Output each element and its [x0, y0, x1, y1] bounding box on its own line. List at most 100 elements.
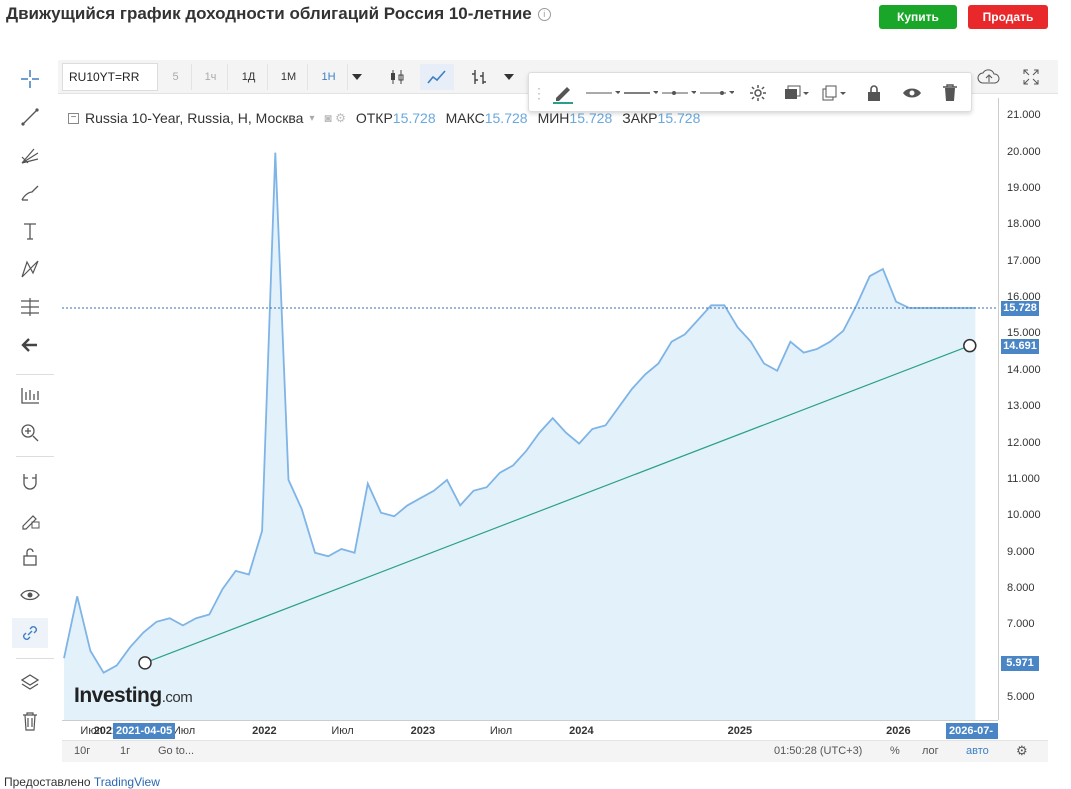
line-end-icon[interactable]	[697, 79, 735, 107]
price-tick: 19.000	[1007, 181, 1041, 194]
magnet-icon[interactable]	[12, 466, 48, 496]
price-label: 15.728	[1001, 300, 1039, 316]
line-start-icon[interactable]	[659, 79, 697, 107]
provided-by: Предоставлено TradingView	[4, 775, 160, 789]
time-tick: 2024	[569, 725, 594, 737]
legend-dropdown-icon[interactable]: ▾	[309, 112, 315, 124]
zoom-in-icon[interactable]	[12, 418, 48, 448]
price-tick: 18.000	[1007, 218, 1041, 231]
layers-icon[interactable]	[12, 668, 48, 698]
auto-toggle[interactable]: авто	[966, 745, 989, 757]
collapse-legend-icon[interactable]: −	[68, 112, 79, 124]
low-label: МИН	[537, 110, 570, 126]
trend-line-end-handle[interactable]	[963, 338, 977, 353]
price-tick: 16.000	[1007, 291, 1041, 304]
text-tool-icon[interactable]	[12, 216, 48, 246]
toolbar-divider	[16, 456, 54, 457]
percent-toggle[interactable]: %	[890, 745, 900, 757]
price-tick: 21.000	[1007, 109, 1041, 122]
timeframe-1d[interactable]: 1Д	[230, 64, 268, 90]
log-toggle[interactable]: лог	[922, 745, 939, 757]
page-title: Движущийся график доходности облигаций Р…	[6, 4, 551, 24]
crosshair-icon[interactable]	[12, 64, 48, 94]
logo-brand: Investing	[74, 684, 162, 707]
price-tick: 5.000	[1007, 691, 1035, 704]
range-10y-button[interactable]: 10г	[74, 745, 91, 757]
trash-icon[interactable]	[12, 706, 48, 736]
high-label: МАКС	[445, 110, 485, 126]
cloud-icon[interactable]	[972, 64, 1006, 90]
buy-button[interactable]: Купить	[879, 5, 957, 29]
chart-settings-icon[interactable]: ⚙	[1016, 743, 1028, 758]
toolbar-divider	[16, 374, 54, 375]
back-arrow-icon[interactable]	[12, 330, 48, 360]
close-label: ЗАКР	[622, 110, 658, 126]
price-tick: 13.000	[1007, 400, 1041, 413]
close-value: 15.728	[657, 110, 701, 126]
investing-logo: Investing.com	[74, 684, 193, 708]
time-axis[interactable]: Июл 2021 Июл 2022 Июл 2023 Июл 2024 2025 2026 2021…	[62, 720, 998, 753]
drag-handle-icon[interactable]: ⋮	[532, 84, 546, 101]
info-icon[interactable]: i	[537, 8, 551, 21]
chart-plot[interactable]	[62, 98, 998, 720]
candles-icon[interactable]	[380, 64, 414, 90]
range-1y-button[interactable]: 1г	[120, 745, 131, 757]
chart-legend: − Russia 10-Year, Russia, H, Москва ▾ ◙ …	[68, 110, 700, 126]
chart-bottombar: 10г 1г Go to... 01:50:28 (UTC+3) % лог а…	[62, 740, 1048, 762]
drawing-toolbar	[12, 58, 54, 748]
link-icon[interactable]	[12, 618, 48, 648]
measure-icon[interactable]	[12, 292, 48, 322]
chart-icon[interactable]	[12, 380, 48, 410]
lock-drawing-icon[interactable]	[12, 504, 48, 534]
lock-icon[interactable]	[859, 79, 889, 107]
trend-line[interactable]	[144, 345, 971, 664]
delete-icon[interactable]	[935, 79, 965, 107]
brush-icon[interactable]	[12, 178, 48, 208]
timeframe-dropdown-icon[interactable]	[346, 64, 368, 90]
settings-icon[interactable]	[743, 79, 773, 107]
goto-button[interactable]: Go to...	[158, 745, 195, 757]
pattern-icon[interactable]	[12, 254, 48, 284]
trend-line-start-handle[interactable]	[138, 656, 152, 670]
trend-line-icon[interactable]	[12, 102, 48, 132]
time-tick: 2025	[727, 725, 753, 737]
low-value: 15.728	[569, 110, 613, 126]
clone-icon[interactable]	[817, 79, 851, 107]
price-axis[interactable]: 21.000 20.000 19.000 18.000 17.000 16.000 15.0…	[998, 98, 1048, 720]
timeframe-1h[interactable]: 1ч	[194, 64, 228, 90]
price-tick: 8.000	[1007, 582, 1035, 595]
sell-button[interactable]: Продать	[968, 5, 1048, 29]
area-chart-icon[interactable]	[420, 64, 454, 90]
yield-area	[64, 152, 976, 720]
timeframe-1w[interactable]: 1Н	[310, 64, 348, 90]
time-label: 2026-07-2	[946, 723, 998, 753]
price-tick: 17.000	[1007, 254, 1041, 267]
hide-icon[interactable]	[897, 79, 927, 107]
time-tick: 2021	[93, 725, 119, 737]
bars-icon[interactable]	[462, 64, 496, 90]
legend-settings-icon[interactable]: ◙ ⚙	[324, 111, 346, 125]
logo-suffix: .com	[161, 689, 193, 706]
visibility-layers-icon[interactable]	[779, 79, 813, 107]
line-width-icon[interactable]	[621, 79, 659, 107]
fullscreen-icon[interactable]	[1014, 64, 1048, 90]
eye-icon[interactable]	[12, 580, 48, 610]
time-tick: Июл	[489, 725, 513, 737]
time-tick: Июл	[331, 725, 354, 737]
symbol-input[interactable]: RU10YT=RR	[62, 63, 158, 91]
timeframe-5[interactable]: 5	[160, 64, 192, 90]
price-tick: 9.000	[1007, 545, 1035, 558]
price-tick: 14.000	[1007, 363, 1041, 376]
price-tick: 12.000	[1007, 436, 1041, 449]
provider-link[interactable]: TradingView	[93, 775, 160, 789]
gann-fan-icon[interactable]	[12, 140, 48, 170]
time-tick: 2022	[252, 725, 277, 737]
line-color-icon[interactable]	[547, 79, 579, 107]
time-tick: 2026	[886, 725, 911, 737]
timeframe-1m[interactable]: 1М	[270, 64, 308, 90]
clock-label[interactable]: 01:50:28 (UTC+3)	[774, 745, 863, 757]
price-tick: 7.000	[1007, 618, 1035, 631]
chart-type-dropdown-icon[interactable]	[498, 64, 520, 90]
unlock-icon[interactable]	[12, 542, 48, 572]
line-style-icon[interactable]	[583, 79, 621, 107]
